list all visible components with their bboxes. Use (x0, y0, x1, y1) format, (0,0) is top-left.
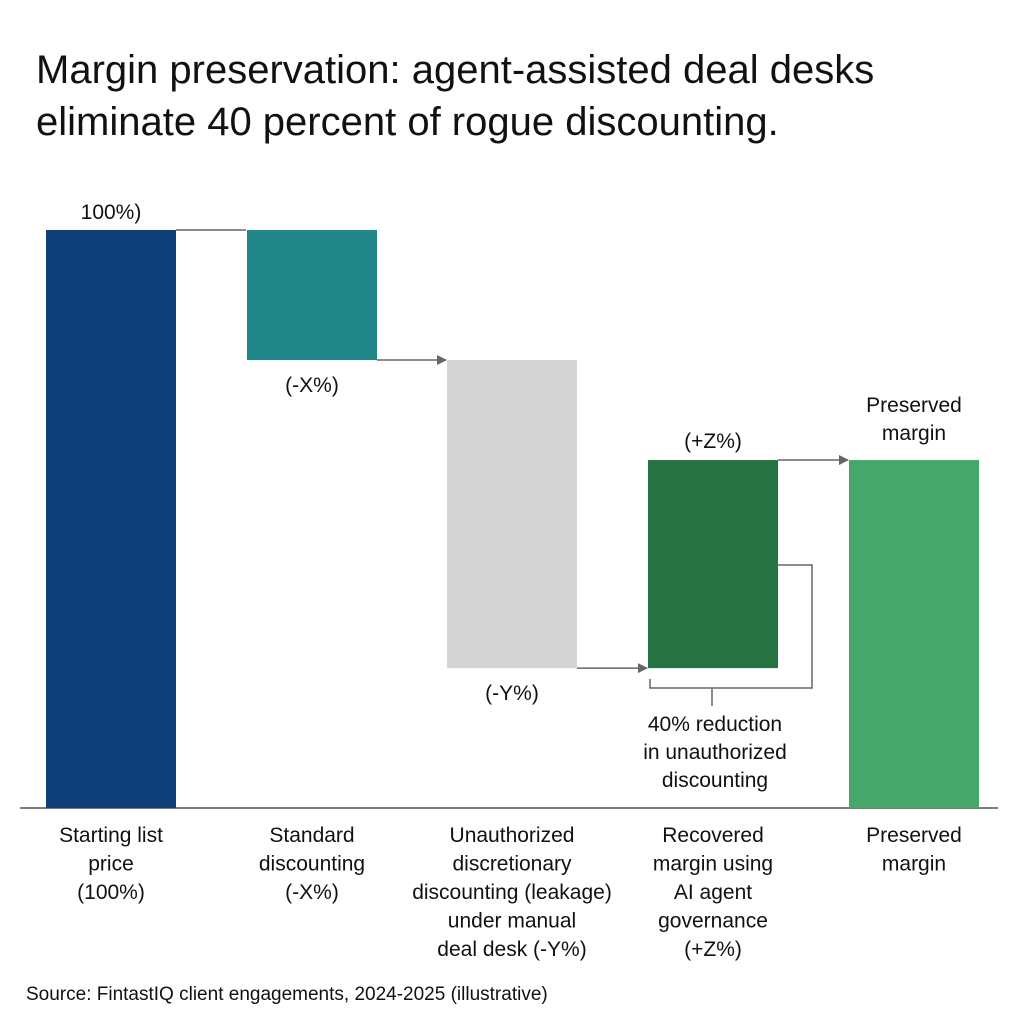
category-label-2: Unauthorized (450, 824, 575, 847)
value-label-3: (+Z%) (684, 430, 742, 453)
category-label-2: under manual (448, 910, 576, 933)
category-label-1: discounting (259, 853, 365, 876)
value-label-4: margin (882, 422, 946, 445)
category-label-3: AI agent (674, 881, 752, 904)
bar-3 (648, 460, 778, 669)
category-label-2: discretionary (452, 853, 572, 876)
bar-4 (849, 460, 979, 808)
category-label-2: deal desk (-Y%) (437, 938, 586, 961)
category-label-3: (+Z%) (684, 938, 742, 961)
chart-title: Margin preservation: agent-assisted deal… (36, 44, 1016, 148)
category-label-4: margin (882, 853, 946, 876)
value-label-1: (-X%) (285, 374, 339, 397)
value-label-2: (-Y%) (485, 682, 539, 705)
category-label-0: Starting list (59, 824, 163, 847)
value-label-0: 100%) (81, 201, 142, 224)
category-label-0: price (88, 853, 134, 876)
title-line-2: eliminate 40 percent of rogue discountin… (36, 100, 779, 144)
category-label-2: discounting (leakage) (412, 881, 612, 904)
annotation-text: 40% reduction (648, 713, 782, 736)
bar-1 (247, 230, 377, 361)
bar-0 (46, 230, 176, 808)
annotation-bracket (649, 564, 813, 689)
category-label-1: Standard (269, 824, 354, 847)
category-label-3: margin using (653, 853, 773, 876)
source-note: Source: FintastIQ client engagements, 20… (26, 984, 548, 1005)
bar-2 (447, 360, 577, 669)
category-label-3: Recovered (662, 824, 764, 847)
title-line-1: Margin preservation: agent-assisted deal… (36, 48, 875, 92)
category-label-3: governance (658, 910, 768, 933)
value-label-4: Preserved (866, 394, 962, 417)
category-label-4: Preserved (866, 824, 962, 847)
annotation-text: discounting (662, 769, 768, 792)
category-label-0: (100%) (77, 881, 145, 904)
category-label-1: (-X%) (285, 881, 339, 904)
annotation-text: in unauthorized (643, 741, 787, 764)
